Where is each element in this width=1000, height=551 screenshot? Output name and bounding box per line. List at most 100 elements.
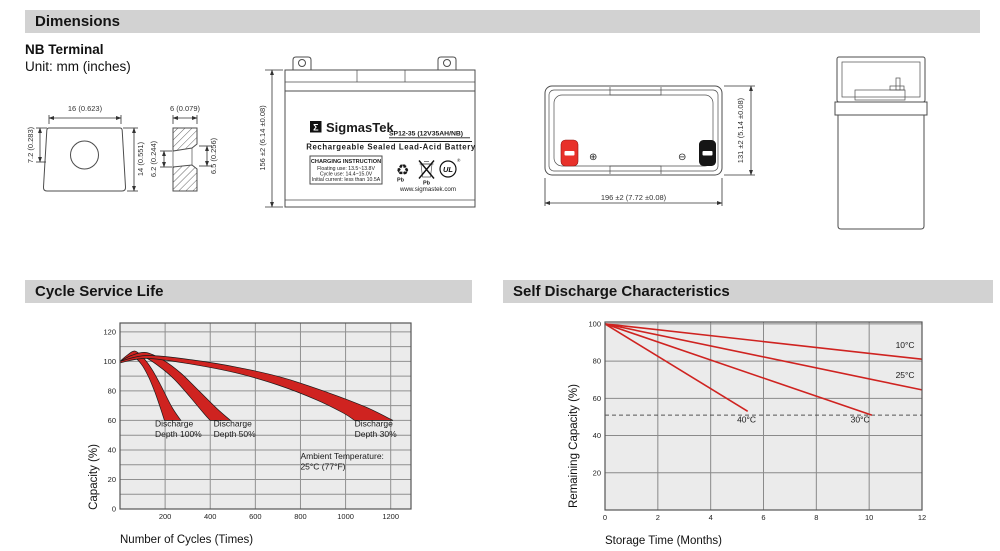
- terminal-section-lower: [172, 164, 198, 192]
- cycle-service-life-header: Cycle Service Life: [25, 280, 472, 303]
- plot-border: [119, 322, 412, 510]
- x-tick-label: 6: [761, 513, 765, 522]
- y-tick-label: 100: [588, 319, 601, 328]
- chart-annotation: 25°C (77°F): [300, 461, 345, 471]
- self-discharge-header: Self Discharge Characteristics: [503, 280, 993, 303]
- recycle-pb-icon: ♻: [396, 162, 409, 179]
- x-tick-label: 2: [656, 513, 660, 522]
- side-terminal-base: [889, 85, 905, 91]
- battery-body: [284, 90, 476, 208]
- x-tick-label: 1000: [337, 512, 354, 521]
- battery-lid: [284, 69, 476, 92]
- x-tick-label: 12: [918, 513, 926, 522]
- terminal-post-right-hole: [443, 59, 451, 67]
- chart-annotation: Depth 30%: [355, 429, 397, 439]
- x-tick-label: 8: [814, 513, 818, 522]
- x-axis-title: Number of Cycles (Times): [120, 534, 253, 546]
- series-label: 10°C: [896, 340, 915, 350]
- terminal-front-drawing: 16 (0.623) 7.2 (0.283) 14 (0.551): [26, 104, 145, 192]
- bottom-handle-notch: [609, 165, 662, 174]
- series-line: [604, 323, 923, 360]
- charging-line-2: Cycle use: 14.4~15.0V: [320, 172, 373, 178]
- y-tick-label: 40: [108, 445, 116, 454]
- y-tick-label: 100: [103, 357, 116, 366]
- unit-note: Unit: mm (inches): [25, 59, 131, 74]
- top-handle-notch: [609, 87, 662, 96]
- nb-terminal-subtitle: NB Terminal: [25, 42, 104, 57]
- terminal-side-top-dim: 6 (0.079): [170, 104, 201, 113]
- x-tick-label: 10: [865, 513, 873, 522]
- top-view-height-dim: 131 ±2 (5.14 ±0.08): [736, 97, 745, 163]
- trash-pb-label: Pb: [423, 181, 431, 187]
- sigma-logo-glyph: Σ: [313, 123, 319, 133]
- y-tick-label: 120: [103, 327, 116, 336]
- x-axis-title: Storage Time (Months): [605, 535, 722, 547]
- charging-box-title: CHARGING INSTRUCTION: [311, 159, 381, 165]
- y-tick-label: 80: [108, 386, 116, 395]
- battery-front-view: 156 ±2 (6.14 ±0.08) Σ SigmasTek SP12-35 …: [258, 56, 476, 208]
- terminal-front-left-dim: 7.2 (0.283): [26, 126, 35, 163]
- side-terminal-plate: [854, 89, 906, 101]
- recycle-pb-label: Pb: [397, 178, 405, 184]
- series-label: 30°C: [851, 415, 870, 425]
- terminal-section-upper: [172, 127, 198, 152]
- terminal-front-outline: [42, 127, 127, 192]
- website-text: www.sigmastek.com: [399, 186, 456, 193]
- charging-instruction-box: [309, 155, 383, 185]
- side-terminal-pin: [895, 77, 901, 91]
- chart-annotation: Discharge: [155, 418, 194, 428]
- terminal-post-right: [437, 56, 457, 70]
- battery-side-view: [834, 56, 928, 230]
- x-tick-label: 200: [159, 512, 172, 521]
- self-discharge-chart: 10°C 25°C 30°C 40°C 0 2 4 6 8 10 12 20 40 60 80 100 Stor…: [568, 319, 926, 547]
- cycle-service-life-chart: 200 400 600 800 1000 1200 0 20 40 60 80 100 120 Disch…: [88, 322, 412, 546]
- x-tick-label: 800: [294, 512, 307, 521]
- minus-symbol: ⊖: [678, 152, 686, 163]
- dimensions-section-header: Dimensions: [25, 10, 980, 33]
- y-tick-label: 20: [108, 475, 116, 484]
- x-tick-label: 0: [603, 513, 607, 522]
- battery-top-view: ⊕ ⊖ 196 ±2 (7.72 ±0.08) 131 ±2 (5.14 ±0.…: [544, 85, 755, 206]
- chart-annotation: Depth 50%: [214, 429, 256, 439]
- negative-terminal-slot: [702, 151, 713, 156]
- y-tick-label: 60: [593, 394, 601, 403]
- y-tick-label: 80: [593, 357, 601, 366]
- y-axis-title: Capacity (%): [88, 444, 100, 510]
- plot-border: [604, 321, 923, 511]
- plus-symbol: ⊕: [589, 152, 597, 163]
- x-tick-label: 4: [709, 513, 713, 522]
- chart-annotation: Ambient Temperature:: [300, 451, 383, 461]
- series-line: [604, 323, 923, 391]
- charging-line-1: Floating use: 13.5~13.8V: [317, 166, 375, 172]
- charging-line-3: Initial current: less than 10.5A: [312, 177, 381, 183]
- series-label: 25°C: [896, 370, 915, 380]
- terminal-front-width-dim: 16 (0.623): [68, 104, 103, 113]
- terminal-side-right-dim: 6.5 (0.256): [209, 137, 218, 174]
- side-lid-band: [834, 101, 928, 116]
- side-body: [837, 114, 925, 230]
- chart-annotation: Discharge: [355, 418, 394, 428]
- top-view-mid: [548, 89, 719, 172]
- terminal-front-right-dim: 14 (0.551): [136, 141, 145, 176]
- x-tick-label: 400: [204, 512, 217, 521]
- y-tick-label: 60: [108, 416, 116, 425]
- y-tick-label: 0: [112, 505, 116, 514]
- terminal-post-left-hole: [298, 59, 306, 67]
- series-label: 40°C: [737, 415, 756, 425]
- ul-mark-icon: [439, 160, 457, 178]
- battery-height-dim: 156 ±2 (6.14 ±0.08): [258, 105, 267, 171]
- series-line: [604, 323, 873, 416]
- y-tick-label: 40: [593, 431, 601, 440]
- terminal-post-left: [292, 56, 312, 70]
- x-tick-label: 600: [249, 512, 262, 521]
- model-number: SP12-35 (12V35AH/NB): [389, 131, 463, 138]
- side-handle-frame: [836, 56, 926, 103]
- series-line: [604, 323, 749, 412]
- terminal-section-drawing: 6 (0.079) 6.2 (0.244) 6.5 (0.256): [149, 104, 218, 192]
- chart-annotation: Depth 100%: [155, 429, 202, 439]
- discharge-band: [119, 355, 394, 421]
- top-view-outer: [544, 85, 723, 176]
- brand-name: SigmasTek: [326, 120, 394, 135]
- battery-type-line: Rechargeable Sealed Lead-Acid Battery: [306, 143, 476, 152]
